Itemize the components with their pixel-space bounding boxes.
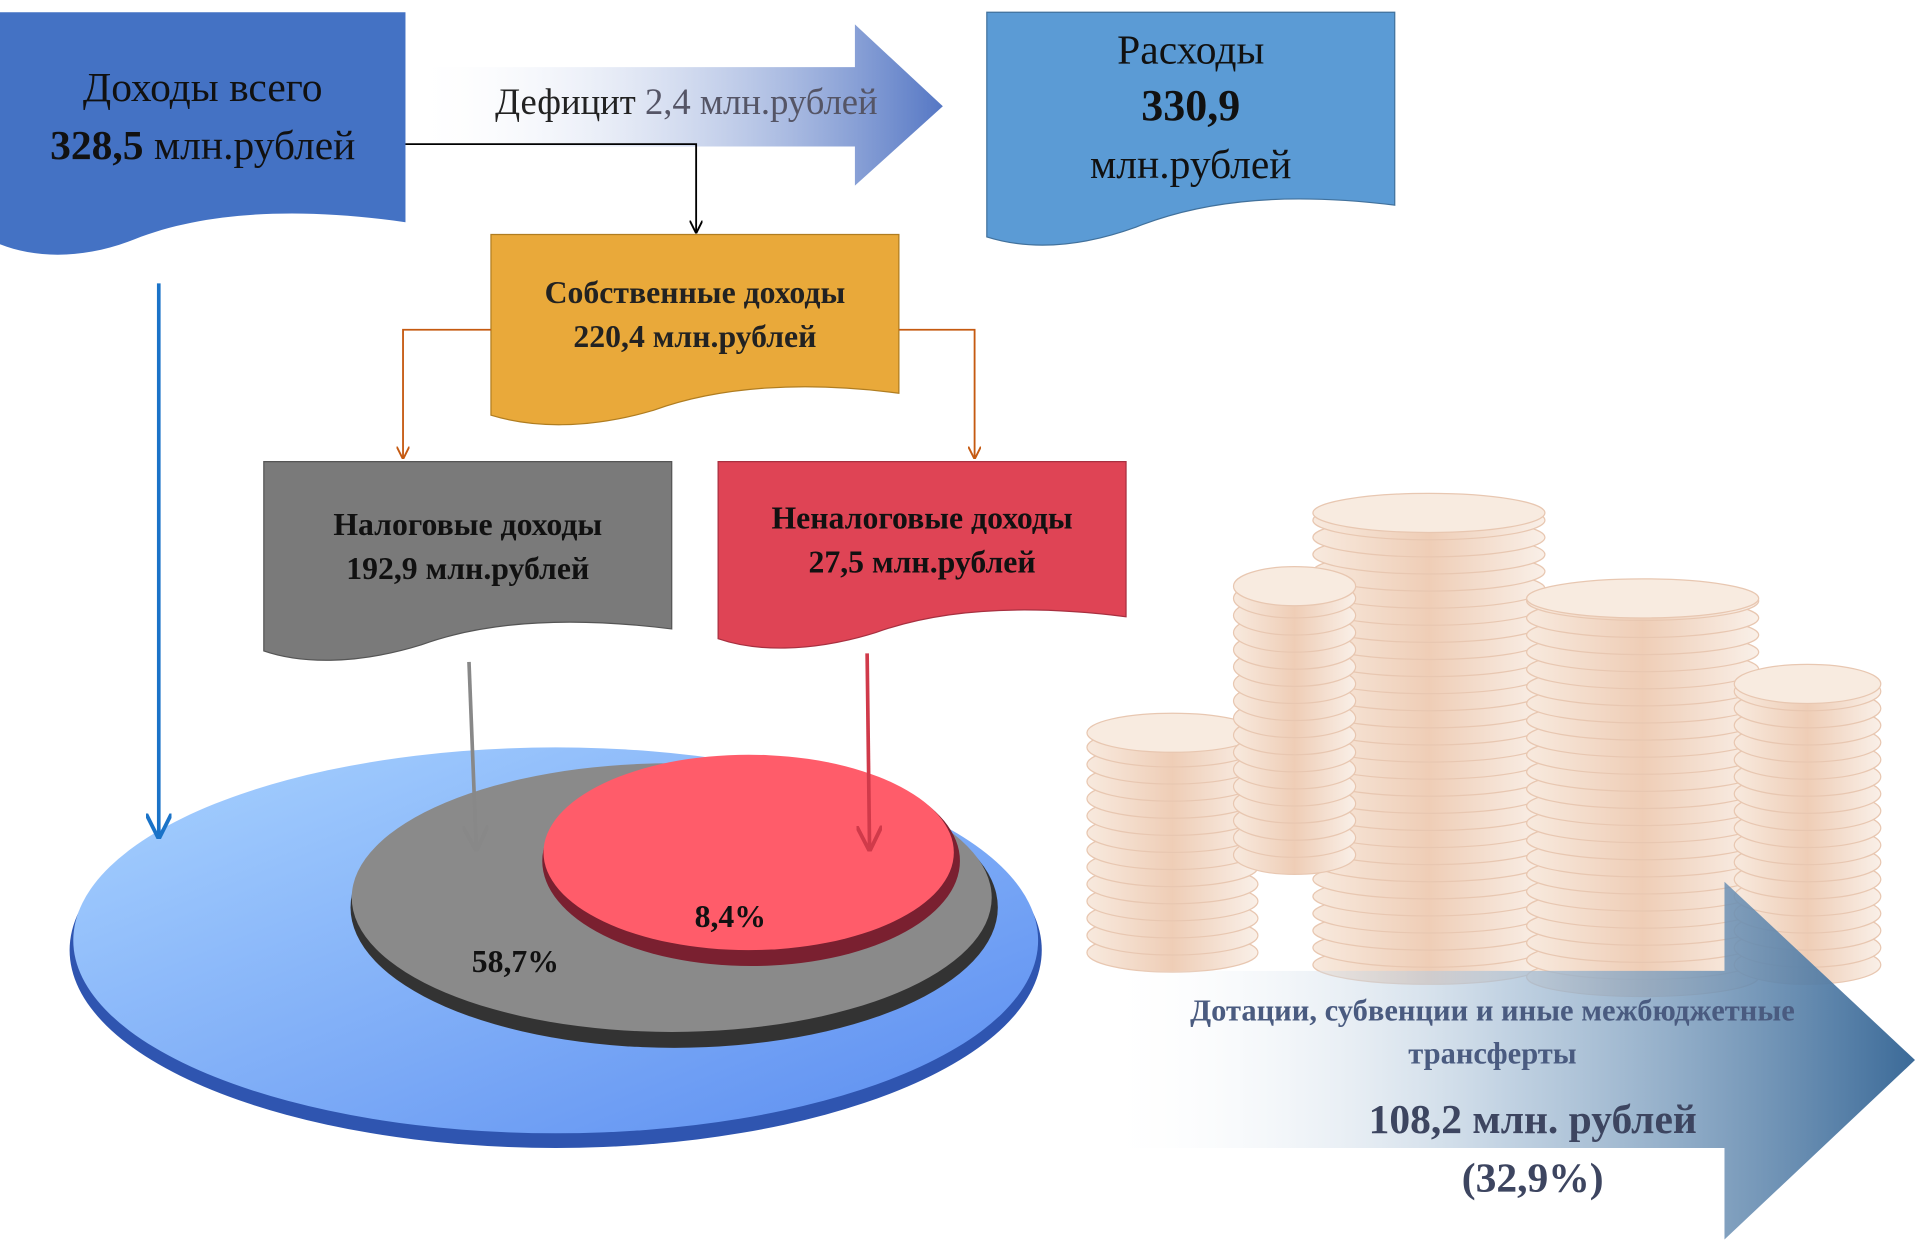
coin — [1734, 664, 1881, 703]
tax-share: 58,7% — [472, 944, 559, 979]
infographic: Доходы всего 328,5 млн.рублей Дефицит 2,… — [0, 0, 1915, 1242]
nontax-label: Неналоговые доходы — [771, 501, 1072, 536]
tax-amount: 192,9 млн.рублей — [346, 551, 589, 586]
income-amount: 328,5 — [50, 122, 143, 168]
deficit-text: Дефицит 2,4 млн.рублей — [495, 82, 878, 123]
nontax-amount: 27,5 млн.рублей — [809, 545, 1036, 580]
transfers-label: Дотации, субвенции и иные межбюджетные — [1190, 994, 1795, 1028]
coin — [1087, 713, 1258, 752]
connector — [403, 330, 491, 458]
coin — [1313, 493, 1545, 532]
deficit-amount: 2,4 млн.рублей — [645, 82, 878, 123]
expenses-unit: млн.рублей — [1090, 141, 1291, 187]
expenses-label: Расходы — [1117, 26, 1264, 72]
own-income-amount: 220,4 млн.рублей — [573, 319, 816, 354]
connector — [867, 653, 869, 848]
transfers-share: (32,9%) — [1462, 1155, 1604, 1202]
own-income-label: Собственные доходы — [545, 275, 846, 310]
transfers-label: трансферты — [1408, 1036, 1577, 1070]
coin — [1527, 579, 1759, 618]
connector — [899, 330, 975, 458]
income-unit: млн.рублей — [154, 122, 355, 168]
connector — [405, 144, 696, 232]
income-label: Доходы всего — [83, 64, 323, 110]
coin — [1234, 567, 1356, 606]
nontax-share: 8,4% — [695, 899, 766, 934]
expenses-amount: 330,9 — [1141, 81, 1240, 130]
income-value: 328,5 млн.рублей — [50, 122, 355, 168]
transfers-amount: 108,2 млн. рублей — [1369, 1096, 1697, 1142]
tax-label: Налоговые доходы — [333, 507, 602, 542]
deficit-label: Дефицит — [495, 82, 636, 123]
